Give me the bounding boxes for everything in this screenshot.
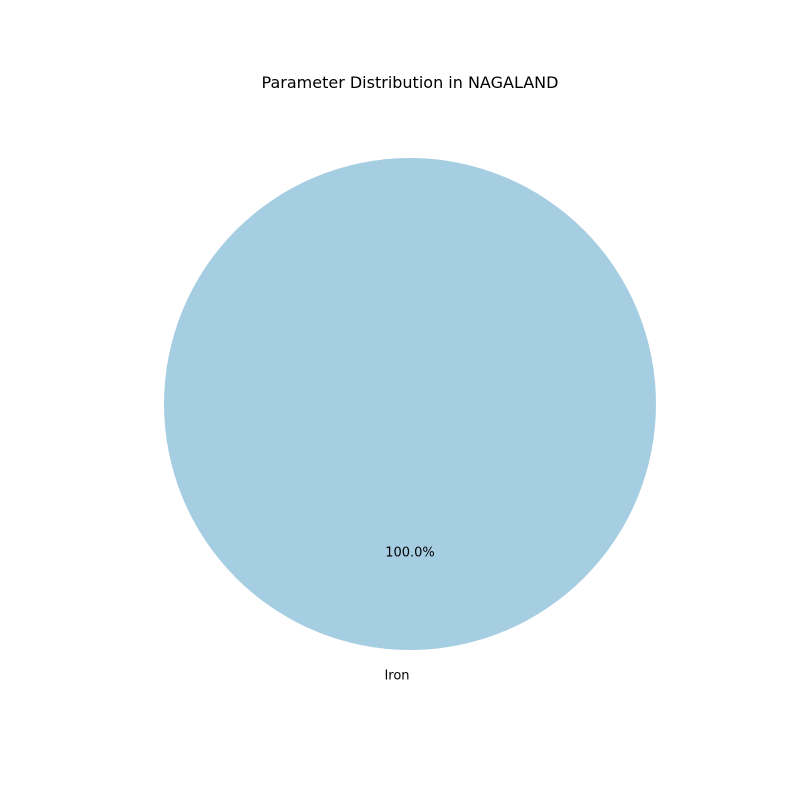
- chart-title: Parameter Distribution in NAGALAND: [262, 73, 559, 92]
- pie-slice-iron: [164, 158, 656, 650]
- slice-percent-label: 100.0%: [385, 546, 435, 561]
- slice-label: Iron: [384, 669, 409, 684]
- pie-labels: Iron 100.0%: [384, 546, 434, 684]
- pie-slices: [164, 158, 656, 650]
